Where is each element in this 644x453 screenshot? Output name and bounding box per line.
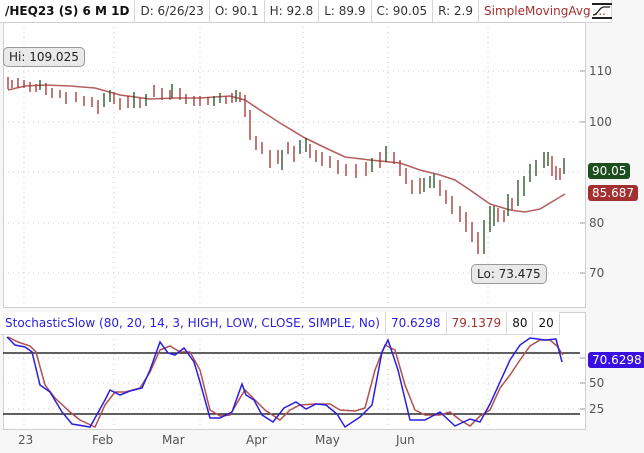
y-tick-70: 70 <box>589 266 605 280</box>
date-value: D: 6/26/23 <box>135 0 210 22</box>
slowk-value: 70.6298 <box>386 312 447 334</box>
hi-callout: Hi: 109.025 <box>3 47 85 67</box>
slowd-line <box>7 336 564 428</box>
overbought-value: 80 <box>507 312 534 334</box>
high-value: H: 92.8 <box>265 0 320 22</box>
lo-callout: Lo: 73.475 <box>471 264 547 284</box>
close-value: C: 90.05 <box>372 0 434 22</box>
stoch-y-tick-25: 25 <box>589 402 605 416</box>
sma-value-badge: 85.687 <box>588 185 638 201</box>
stochastic-badge: 70.6298 <box>588 352 644 368</box>
range-value: R: 2.9 <box>433 0 480 22</box>
x-label-may: May <box>315 433 340 447</box>
stochastic-header: StochasticSlow (80, 20, 14, 3, HIGH, LOW… <box>0 312 560 335</box>
y-tick-110: 110 <box>589 64 612 78</box>
x-label-jun: Jun <box>396 433 415 447</box>
open-value: O: 90.1 <box>210 0 265 22</box>
price-bars <box>7 77 565 254</box>
studies-icon[interactable] <box>590 2 614 20</box>
stoch-y-tick-50: 50 <box>589 376 605 390</box>
x-label-apr: Apr <box>246 433 267 447</box>
sma-line <box>7 84 566 213</box>
quote-header: /HEQ23 (S) 6 M 1D D: 6/26/23 O: 90.1 H: … <box>0 0 612 23</box>
oversold-value: 20 <box>533 312 560 334</box>
x-label-mar: Mar <box>162 433 185 447</box>
x-label-feb: Feb <box>92 433 114 447</box>
last-price-badge: 90.05 <box>588 163 631 179</box>
stochastic-title[interactable]: StochasticSlow (80, 20, 14, 3, HIGH, LOW… <box>0 312 386 334</box>
symbol-label[interactable]: /HEQ23 (S) 6 M 1D <box>0 0 136 22</box>
slowd-value: 79.1379 <box>447 312 508 334</box>
study-label-sma[interactable]: SimpleMovingAvg ... <box>479 0 612 22</box>
y-tick-100: 100 <box>589 115 612 129</box>
x-label-jan: 23 <box>18 433 34 447</box>
y-tick-80: 80 <box>589 216 605 230</box>
price-chart-panel[interactable] <box>3 22 586 308</box>
slowk-line <box>6 336 563 429</box>
low-value: L: 89.9 <box>319 0 372 22</box>
